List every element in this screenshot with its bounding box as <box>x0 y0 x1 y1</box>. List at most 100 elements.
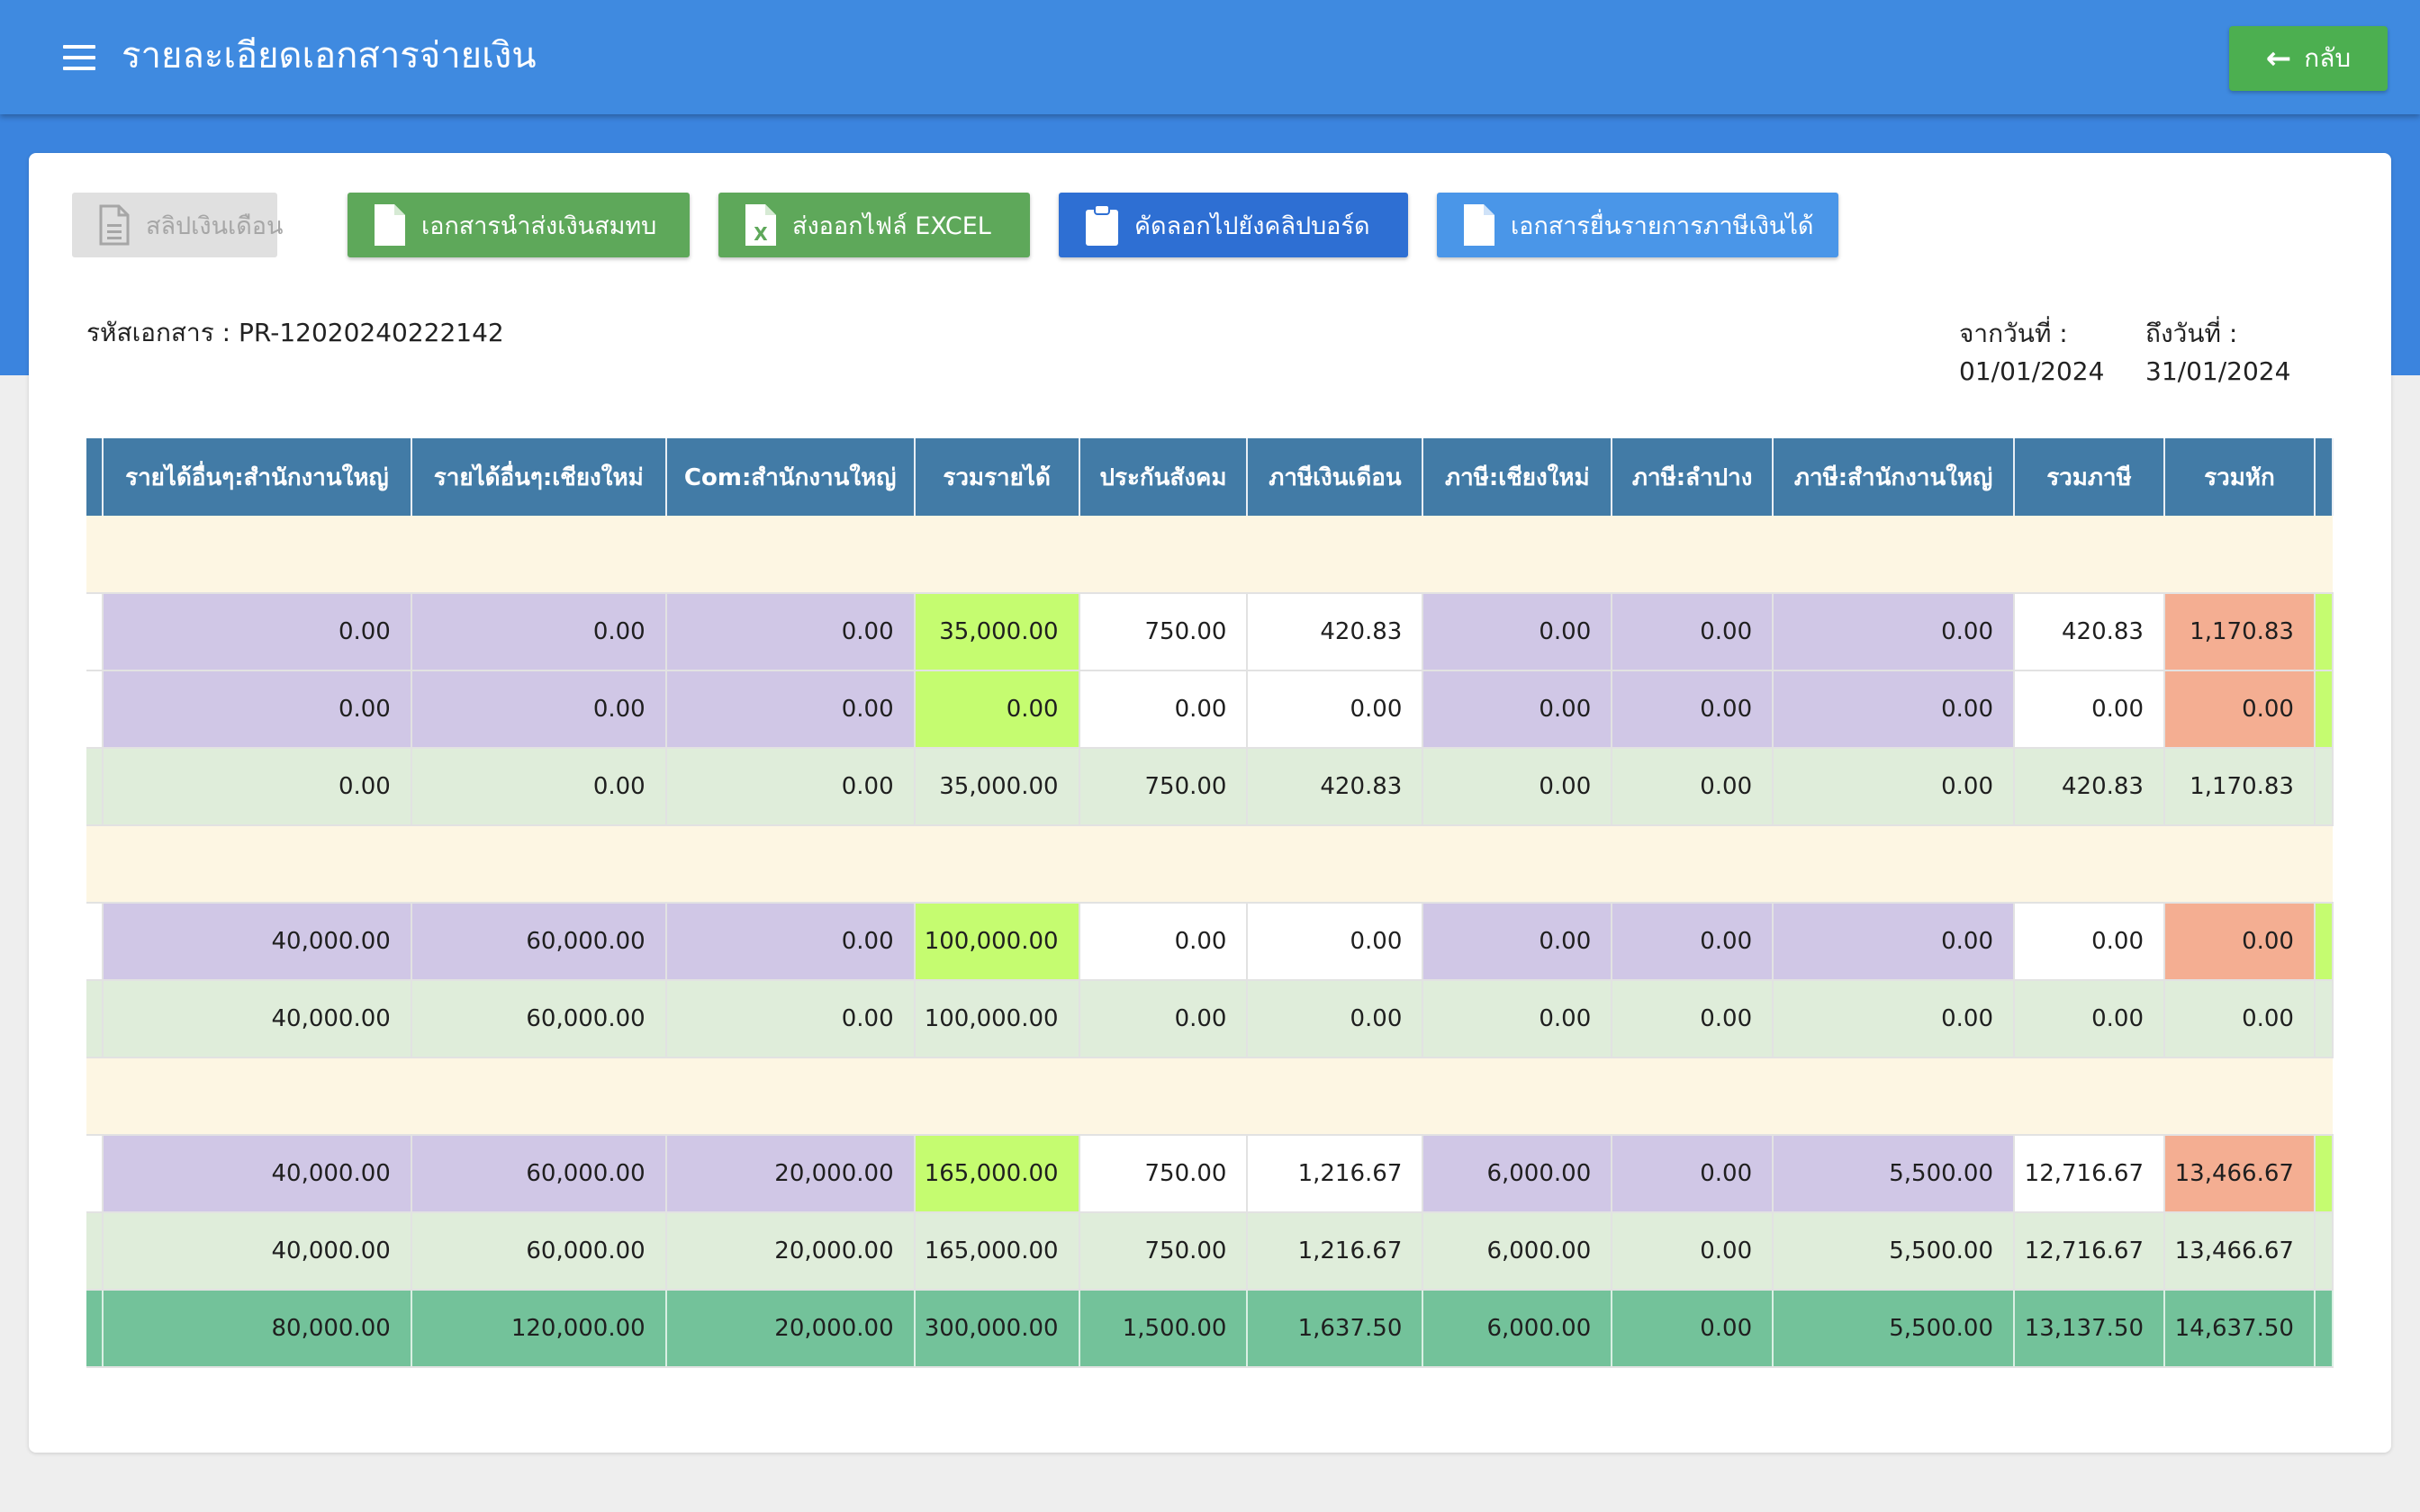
table-cell: 100,000.00 <box>914 980 1080 1058</box>
table-cell: 0.00 <box>1422 903 1613 981</box>
column-header[interactable]: ภาษี:เชียงใหม่ <box>1422 438 1613 516</box>
table-cell: 1,170.83 <box>2163 593 2316 671</box>
table-cell: 60,000.00 <box>411 1212 667 1291</box>
excel-file-icon: X <box>745 204 776 246</box>
table-cell: 420.83 <box>1247 593 1424 671</box>
table-cell: 165,000.00 <box>914 1212 1080 1291</box>
row-stub-cell <box>2314 903 2334 981</box>
table-cell: 13,466.67 <box>2163 1135 2316 1213</box>
header-stub-cell <box>86 438 104 516</box>
table-cell: 60,000.00 <box>411 980 667 1058</box>
date-from-value: 01/01/2024 <box>1959 356 2105 386</box>
table-cell: 20,000.00 <box>665 1290 916 1368</box>
table-cell: 420.83 <box>1247 748 1424 826</box>
row-stub-cell <box>2314 593 2334 671</box>
column-header[interactable]: ภาษี:สำนักงานใหญ่ <box>1773 438 2016 516</box>
row-stub-cell <box>86 980 104 1058</box>
back-button[interactable]: ← กลับ <box>2229 26 2388 91</box>
table-cell: 420.83 <box>2014 748 2165 826</box>
export-excel-label: ส่งออกไฟล์ EXCEL <box>792 212 991 240</box>
column-header[interactable]: รวมรายได้ <box>914 438 1080 516</box>
date-to: ถึงวันที่ : 31/01/2024 <box>2145 315 2290 391</box>
table-cell: 165,000.00 <box>914 1135 1080 1213</box>
row-stub-cell <box>86 670 104 749</box>
table-cell: 1,170.83 <box>2163 748 2316 826</box>
table-cell: 35,000.00 <box>914 748 1080 826</box>
row-stub-cell <box>86 593 104 671</box>
payment-table-container[interactable]: รายได้อื่นๆ:สำนักงานใหญ่ รายได้อื่นๆ:เชีย… <box>86 438 2334 1369</box>
back-button-label: กลับ <box>2304 43 2352 73</box>
row-stub-cell <box>86 1290 104 1368</box>
table-header-row: รายได้อื่นๆ:สำนักงานใหญ่ รายได้อื่นๆ:เชีย… <box>86 438 2334 516</box>
table-cell: 0.00 <box>2014 903 2165 981</box>
table-cell: 750.00 <box>1079 1135 1249 1213</box>
column-header[interactable]: รายได้อื่นๆ:สำนักงานใหญ่ <box>102 438 412 516</box>
table-cell: 0.00 <box>1247 980 1424 1058</box>
table-cell: 0.00 <box>1612 903 1774 981</box>
table-cell: 0.00 <box>1079 903 1249 981</box>
table-cell: 12,716.67 <box>2014 1212 2165 1291</box>
subtotal-row: 40,000.00 60,000.00 20,000.00 165,000.00 750… <box>86 1212 2334 1291</box>
table-cell: 0.00 <box>1612 748 1774 826</box>
table-cell: 13,137.50 <box>2014 1290 2165 1368</box>
content-card: สลิปเงินเดือน เอกสารนำส่งเงินสมทบ X ส่งอ… <box>29 153 2391 1453</box>
column-header[interactable]: ภาษี:ลำปาง <box>1612 438 1774 516</box>
table-cell: 0.00 <box>1612 1212 1774 1291</box>
table-cell: 6,000.00 <box>1422 1135 1613 1213</box>
table-cell: 14,637.50 <box>2163 1290 2316 1368</box>
hamburger-menu-icon[interactable] <box>63 45 95 70</box>
table-cell: 0.00 <box>411 670 667 749</box>
separator-cell <box>86 825 2333 904</box>
column-header[interactable]: รวมภาษี <box>2014 438 2165 516</box>
table-cell: 0.00 <box>1612 593 1774 671</box>
table-cell: 0.00 <box>665 748 916 826</box>
row-stub-cell <box>2314 1135 2334 1213</box>
grand-total-row: 80,000.00 120,000.00 20,000.00 300,000.00 1,… <box>86 1290 2334 1368</box>
document-icon <box>99 204 130 246</box>
payslip-button[interactable]: สลิปเงินเดือน <box>72 193 283 257</box>
column-header[interactable]: รายได้อื่นๆ:เชียงใหม่ <box>411 438 667 516</box>
payment-table: รายได้อื่นๆ:สำนักงานใหญ่ รายได้อื่นๆ:เชีย… <box>86 438 2334 1368</box>
table-cell: 40,000.00 <box>102 980 412 1058</box>
column-header[interactable]: ภาษีเงินเดือน <box>1247 438 1424 516</box>
column-header[interactable]: ประกันสังคม <box>1079 438 1249 516</box>
export-excel-button[interactable]: X ส่งออกไฟล์ EXCEL <box>718 193 1030 257</box>
table-cell: 0.00 <box>1612 670 1774 749</box>
table-cell: 60,000.00 <box>411 1135 667 1213</box>
table-cell: 1,500.00 <box>1079 1290 1249 1368</box>
table-cell: 20,000.00 <box>665 1212 916 1291</box>
table-cell: 5,500.00 <box>1773 1290 2016 1368</box>
table-cell: 1,637.50 <box>1247 1290 1424 1368</box>
table-cell: 0.00 <box>2163 980 2316 1058</box>
table-cell: 300,000.00 <box>914 1290 1080 1368</box>
column-header[interactable]: Com:สำนักงานใหญ่ <box>665 438 916 516</box>
file-icon <box>375 204 405 246</box>
row-stub-cell <box>86 1135 104 1213</box>
copy-clipboard-button[interactable]: คัดลอกไปยังคลิปบอร์ด <box>1059 193 1408 257</box>
table-cell: 0.00 <box>1773 903 2016 981</box>
table-cell: 0.00 <box>665 903 916 981</box>
table-cell: 5,500.00 <box>1773 1212 2016 1291</box>
column-header[interactable]: รวมหัก <box>2163 438 2316 516</box>
row-stub-cell <box>2314 980 2334 1058</box>
document-code: รหัสเอกสาร : PR-12020240222142 <box>86 315 504 351</box>
tax-document-button[interactable]: เอกสารยื่นรายการภาษีเงินได้ <box>1437 193 1838 257</box>
table-cell: 0.00 <box>1247 903 1424 981</box>
social-security-document-button[interactable]: เอกสารนำส่งเงินสมทบ <box>348 193 690 257</box>
row-stub-cell <box>2314 748 2334 826</box>
row-stub-cell <box>86 1212 104 1291</box>
table-body: 0.00 0.00 0.00 35,000.00 750.00 420.83 0.00 0.0… <box>86 516 2334 1368</box>
table-cell: 6,000.00 <box>1422 1290 1613 1368</box>
separator-cell <box>86 516 2333 594</box>
table-cell: 750.00 <box>1079 748 1249 826</box>
table-cell: 420.83 <box>2014 593 2165 671</box>
table-cell: 0.00 <box>1247 670 1424 749</box>
subtotal-row: 40,000.00 60,000.00 0.00 100,000.00 0.00 0.00… <box>86 980 2334 1058</box>
table-cell: 40,000.00 <box>102 903 412 981</box>
app-bar: รายละเอียดเอกสารจ่ายเงิน ← กลับ <box>0 0 2420 114</box>
document-code-value: PR-12020240222142 <box>239 318 504 347</box>
table-cell: 13,466.67 <box>2163 1212 2316 1291</box>
row-stub-cell <box>2314 670 2334 749</box>
file-icon <box>1464 204 1494 246</box>
table-cell: 0.00 <box>1773 980 2016 1058</box>
